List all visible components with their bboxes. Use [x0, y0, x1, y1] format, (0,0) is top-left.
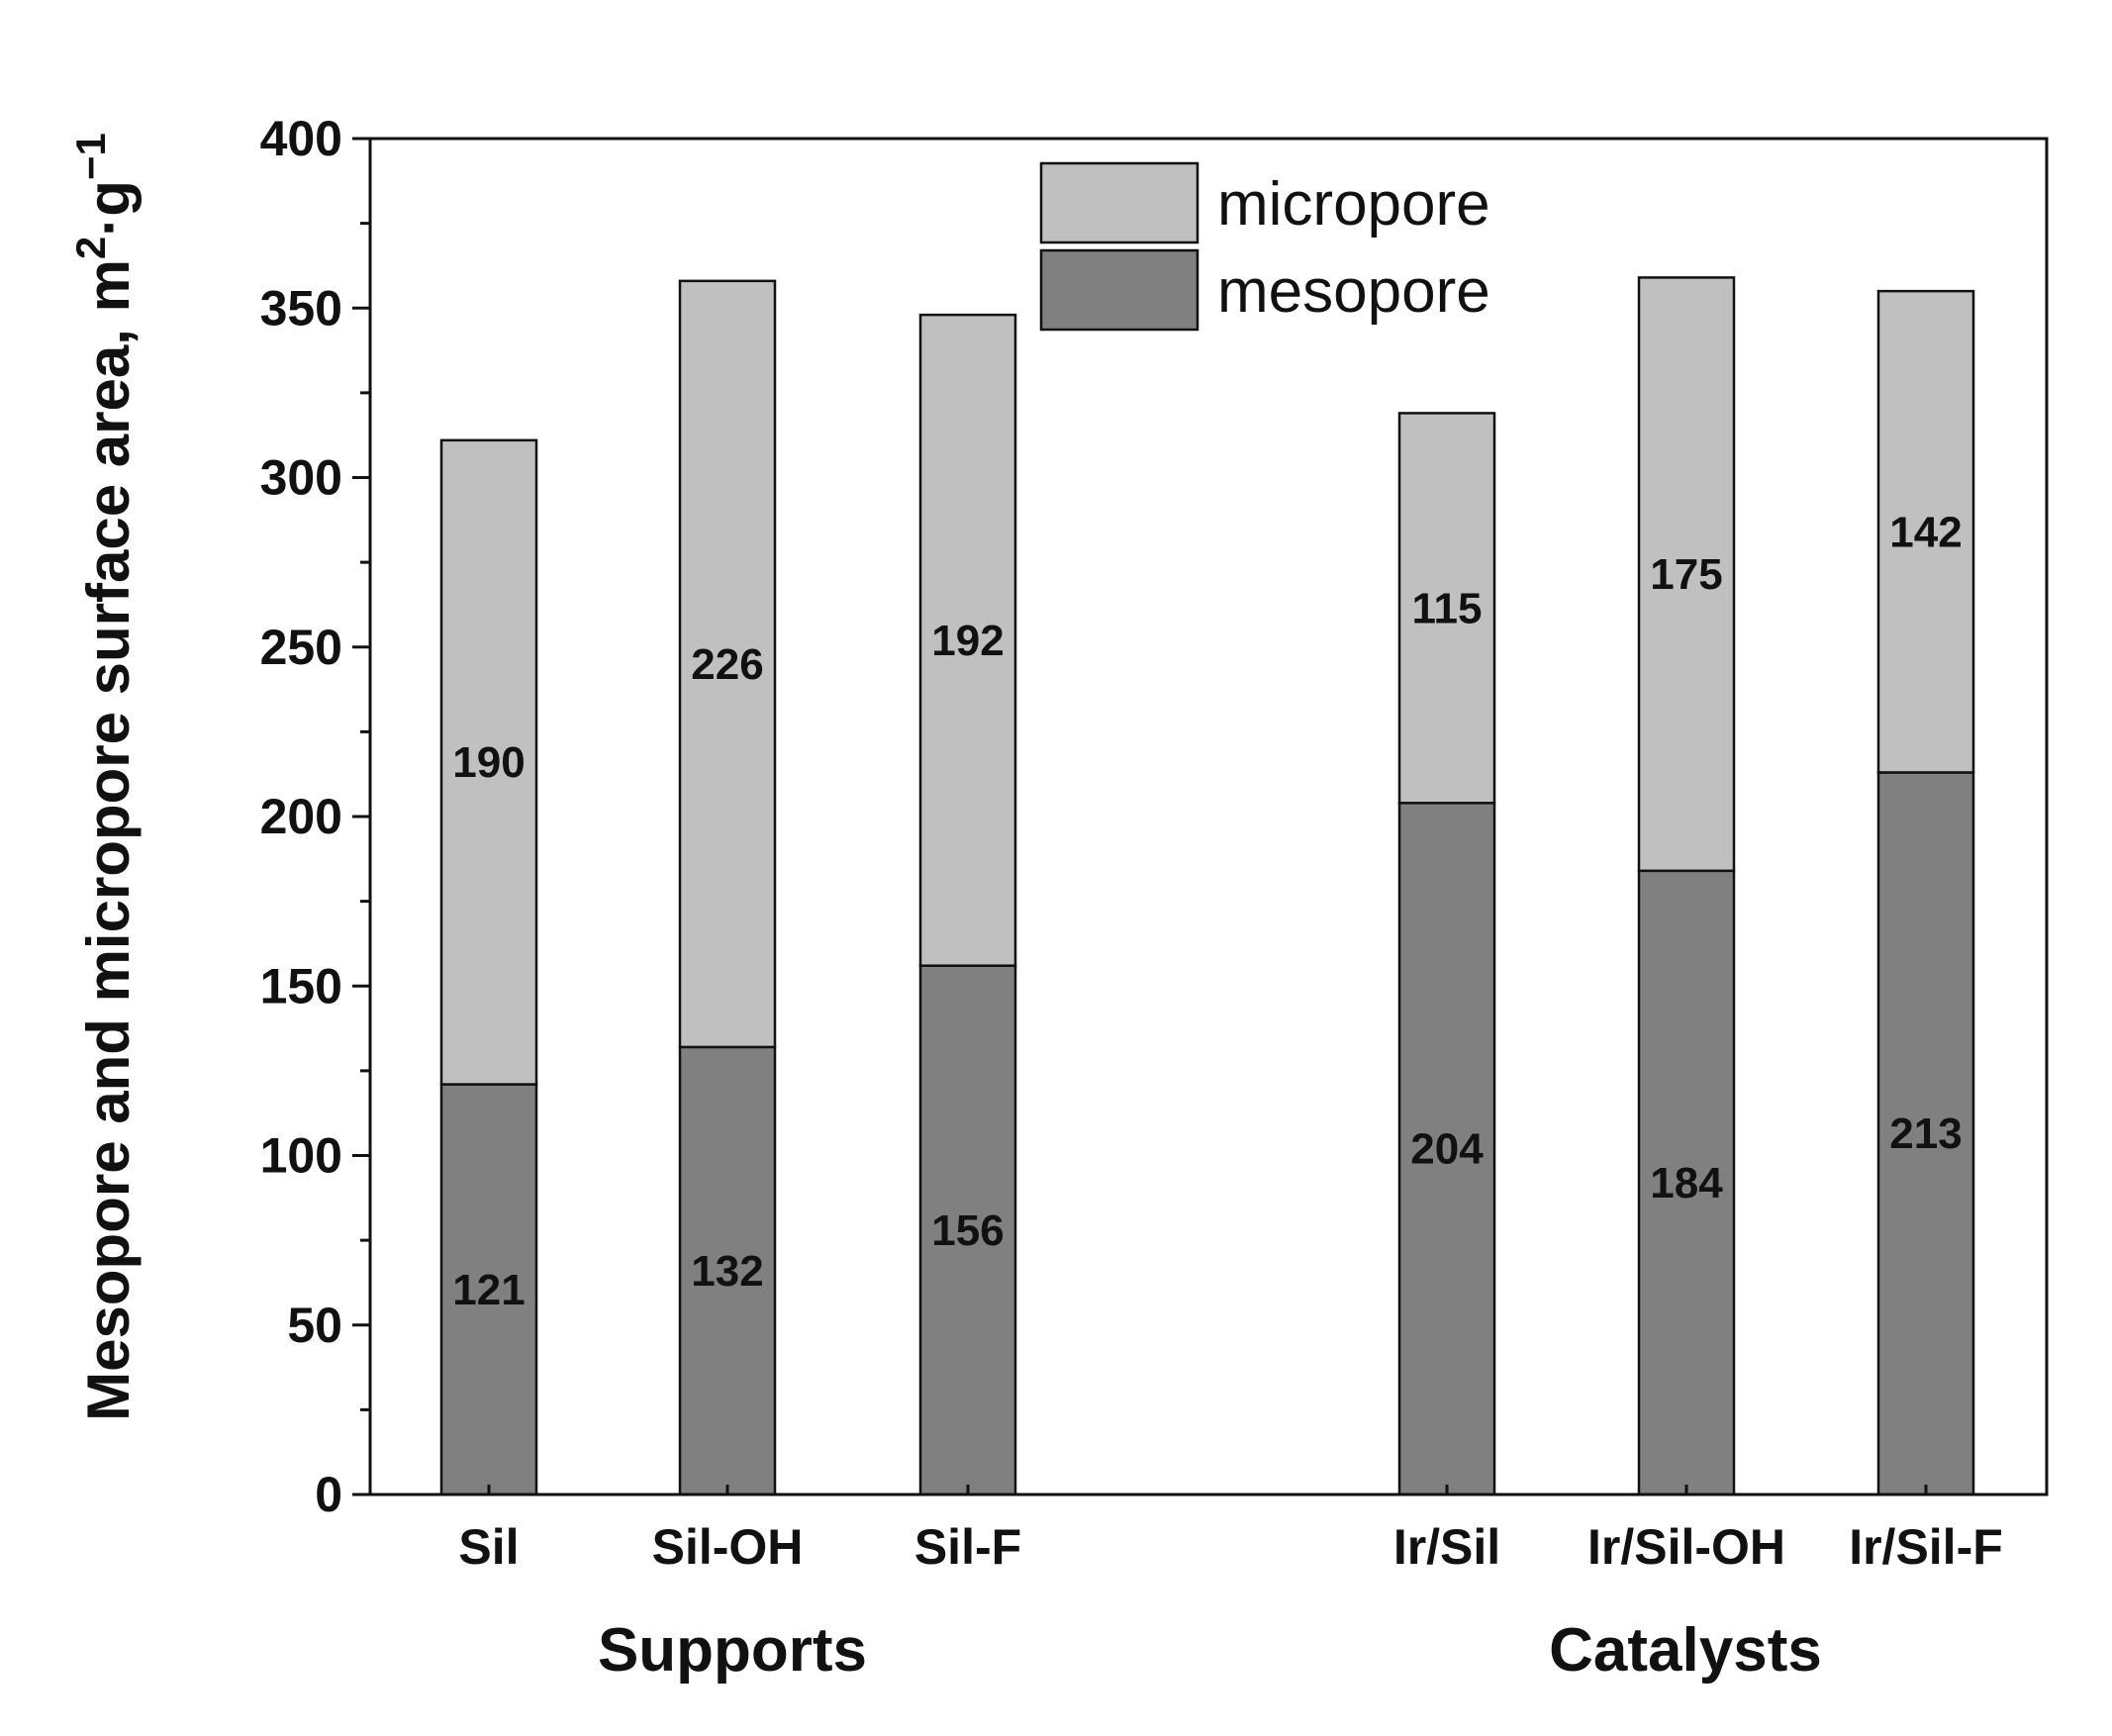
y-tick-label-350: 350	[260, 280, 342, 336]
group-label-supports: Supports	[598, 1616, 867, 1685]
legend-label-mesopore: mesopore	[1217, 257, 1490, 326]
value-label-micropore-sil-f: 192	[931, 617, 1004, 665]
legend-label-micropore: micropore	[1217, 170, 1490, 239]
value-label-mesopore-sil-f: 156	[931, 1206, 1004, 1255]
value-label-micropore-ir-sil-f: 142	[1889, 508, 1962, 556]
bar-micropore-sil-oh	[678, 279, 777, 1049]
value-label-micropore-ir-sil: 115	[1412, 584, 1483, 632]
plot-frame	[368, 137, 2049, 1496]
bar-mesopore-sil	[439, 1083, 538, 1496]
y-tick-label-50: 50	[287, 1298, 342, 1353]
x-tick-label-sil-f: Sil-F	[914, 1519, 1021, 1575]
y-axis: 0 50 100 150 200 250 300 350 400	[260, 111, 370, 1522]
value-label-mesopore-ir-sil-f: 213	[1889, 1109, 1962, 1158]
x-axis-categories: Sil Sil-OH Sil-F Ir/Sil Ir/Sil-OH Ir/Sil-F	[458, 1485, 2003, 1575]
y-tick-label-150: 150	[260, 958, 342, 1013]
y-tick-label-100: 100	[260, 1128, 342, 1184]
x-tick-label-sil-oh: Sil-OH	[652, 1519, 804, 1575]
bar-micropore-ir-sil	[1397, 412, 1496, 805]
value-label-mesopore-sil: 121	[452, 1266, 525, 1314]
y-tick-label-200: 200	[260, 789, 342, 844]
x-tick-label-ir-sil-f: Ir/Sil-F	[1849, 1519, 2003, 1575]
legend: micropore mesopore	[1039, 161, 1490, 332]
x-axis-groups: Supports Catalysts	[598, 1616, 1822, 1685]
legend-swatch-mesopore	[1039, 248, 1200, 332]
y-axis-title: Mesopore and micropore surface area, m2·…	[67, 133, 142, 1421]
y-tick-label-250: 250	[260, 620, 342, 675]
bar-micropore-sil-f	[918, 313, 1017, 967]
bars-layer	[439, 276, 1975, 1496]
y-tick-label-0: 0	[315, 1467, 342, 1522]
value-labels-layer: 121 190 132 226 156 192 204 115 184 175 213 142	[452, 508, 1962, 1313]
x-tick-label-sil: Sil	[458, 1519, 519, 1575]
value-label-micropore-ir-sil-oh: 175	[1650, 550, 1722, 599]
bar-mesopore-ir-sil-f	[1876, 771, 1975, 1496]
group-label-catalysts: Catalysts	[1549, 1616, 1822, 1685]
value-label-micropore-sil: 190	[452, 738, 525, 787]
value-label-mesopore-ir-sil-oh: 184	[1650, 1159, 1723, 1207]
y-tick-label-400: 400	[260, 111, 342, 166]
bar-micropore-ir-sil-f	[1876, 289, 1975, 774]
bar-micropore-sil	[439, 438, 538, 1086]
value-label-mesopore-sil-oh: 132	[691, 1247, 763, 1296]
y-tick-label-300: 300	[260, 450, 342, 506]
value-label-micropore-sil-oh: 226	[691, 640, 763, 689]
x-tick-label-ir-sil: Ir/Sil	[1393, 1519, 1500, 1575]
bar-micropore-ir-sil-oh	[1637, 276, 1736, 873]
x-tick-label-ir-sil-oh: Ir/Sil-OH	[1587, 1519, 1785, 1575]
legend-swatch-micropore	[1039, 161, 1200, 244]
value-label-mesopore-ir-sil: 204	[1410, 1125, 1484, 1174]
